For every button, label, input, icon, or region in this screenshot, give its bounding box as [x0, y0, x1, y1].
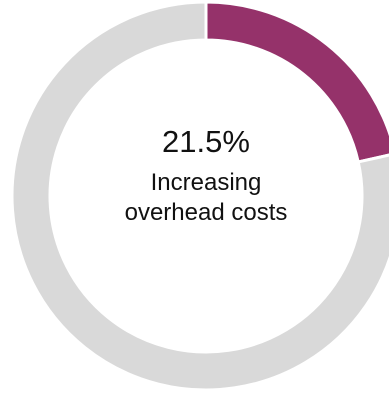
donut-slice-1	[10, 0, 389, 392]
donut-slice-0	[204, 0, 389, 164]
donut-center-text: Increasing overhead costs	[124, 169, 288, 226]
donut-center-value: 21.5%	[162, 124, 250, 159]
donut-slices	[10, 0, 389, 392]
